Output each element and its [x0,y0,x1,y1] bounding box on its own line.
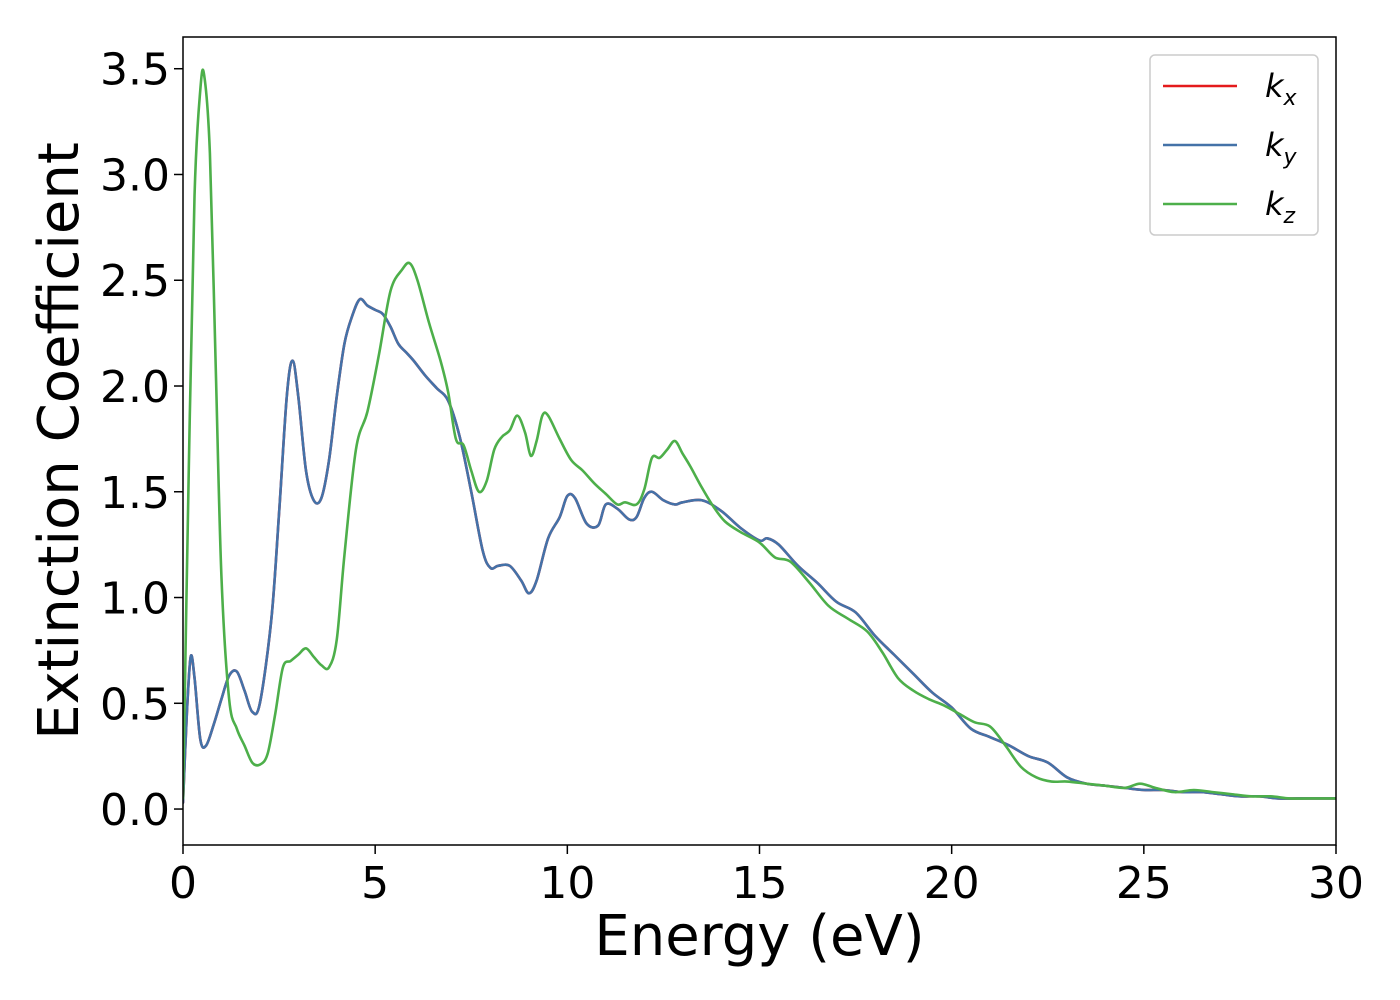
y-tick-label: 2.0 [100,362,170,413]
x-tick-label: 0 [169,858,197,909]
y-tick-label: 3.0 [100,150,170,201]
x-axis-label: Energy (eV) [594,904,924,969]
y-tick-label: 3.5 [100,45,170,96]
x-tick-label: 10 [539,858,595,909]
x-axis-ticks: 0 5 10 15 20 25 30 [169,845,1364,909]
series-layer [183,68,1336,804]
legend: kx ky kz [1149,54,1319,236]
legend-label-kz: kz [1265,185,1296,229]
x-tick-label: 5 [361,858,389,909]
legend-label-kx: kx [1265,67,1298,111]
x-tick-label: 25 [1116,858,1172,909]
x-tick-label: 20 [924,858,980,909]
y-tick-label: 1.5 [100,468,170,519]
y-tick-label: 1.0 [100,574,170,625]
y-axis-ticks: 0.0 0.5 1.0 1.5 2.0 2.5 3.0 3.5 [100,45,183,836]
y-axis-label: Extinction Coefficient [27,142,92,740]
series-line-ky [183,297,1336,804]
x-tick-label: 30 [1308,858,1364,909]
series-line-kz [183,68,1336,800]
x-tick-label: 15 [732,858,788,909]
legend-label-ky: ky [1265,126,1298,170]
y-tick-label: 0.5 [100,679,170,730]
y-tick-label: 0.0 [100,785,170,836]
y-tick-label: 2.5 [100,256,170,307]
